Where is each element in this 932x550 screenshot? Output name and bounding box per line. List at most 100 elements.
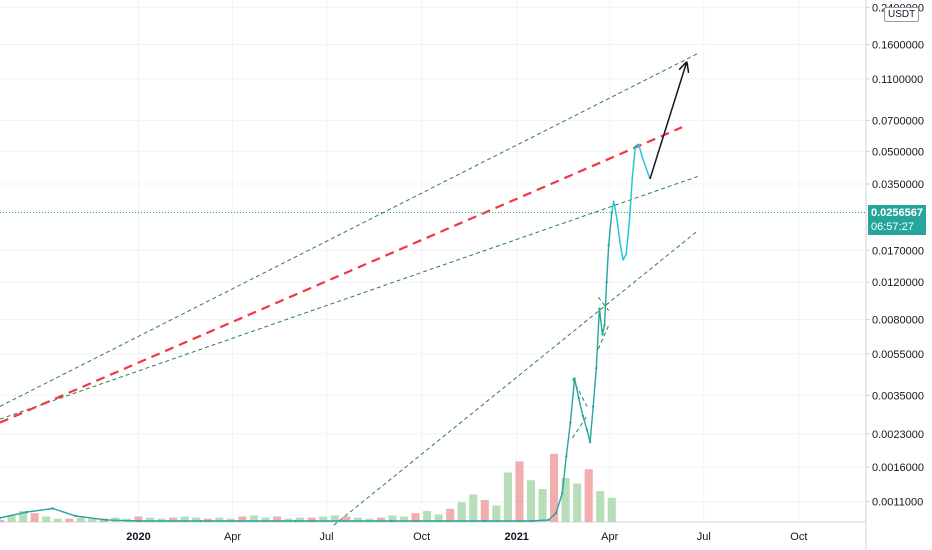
price-point xyxy=(137,519,140,523)
price-point xyxy=(573,377,576,380)
volume-bar xyxy=(0,519,5,522)
price-point xyxy=(51,507,54,510)
price-point xyxy=(0,516,2,520)
price-point xyxy=(585,428,589,432)
projection-wave xyxy=(611,143,651,261)
price-point xyxy=(554,511,558,515)
volume-bar xyxy=(353,517,362,522)
bar-countdown: 06:57:27 xyxy=(871,220,914,233)
price-tick-label: 0.0035000 xyxy=(872,390,924,402)
volume-bar xyxy=(7,515,16,522)
price-point xyxy=(483,519,486,523)
time-tick-label: Oct xyxy=(413,531,430,543)
volume-bar xyxy=(330,515,339,522)
price-series xyxy=(0,211,613,523)
price-point xyxy=(294,519,297,523)
volume-bar xyxy=(469,494,478,522)
currency-label[interactable]: USDT xyxy=(884,7,920,22)
volume-bar xyxy=(261,517,270,522)
projection-arrow xyxy=(649,64,686,180)
time-tick-label: Apr xyxy=(601,531,618,543)
volume-bar xyxy=(550,453,559,522)
price-point xyxy=(577,396,580,400)
price-tick-label: 0.0016000 xyxy=(872,462,924,474)
flag2-bottom xyxy=(597,325,610,350)
volume-bar xyxy=(376,517,385,522)
volume-bar xyxy=(584,469,593,522)
price-point xyxy=(547,518,550,522)
volume-bar xyxy=(192,517,201,522)
time-tick-label: 2020 xyxy=(126,531,150,543)
volume-bar xyxy=(573,483,582,522)
volume-bar xyxy=(307,517,316,522)
volume-bar xyxy=(434,514,443,522)
volume-bar xyxy=(503,472,512,522)
volume-bar xyxy=(296,517,305,522)
time-axis[interactable]: 2020 Apr Jul Oct 2021 Apr Jul Oct xyxy=(126,531,807,543)
volume-bar xyxy=(342,516,351,522)
volume-bar xyxy=(457,502,466,522)
trend-red xyxy=(0,126,683,424)
price-point xyxy=(25,510,29,514)
volume-bar xyxy=(561,478,570,522)
volume-bars xyxy=(0,453,616,522)
price-tick-label: 0.0700000 xyxy=(872,115,924,127)
volume-bar xyxy=(42,516,51,522)
volume-bar xyxy=(388,515,397,522)
price-point xyxy=(565,455,568,458)
price-point xyxy=(610,211,613,214)
volume-bar xyxy=(596,491,605,522)
volume-bar xyxy=(30,513,39,522)
volume-bar xyxy=(249,515,258,522)
price-point xyxy=(598,307,601,310)
volume-bar xyxy=(446,508,455,522)
price-point xyxy=(588,440,592,444)
price-point xyxy=(560,492,564,495)
volume-bar xyxy=(76,517,85,522)
price-tick-label: 0.0170000 xyxy=(872,245,924,257)
price-point xyxy=(603,324,606,327)
time-tick-label: Apr xyxy=(224,531,241,543)
channel-lower xyxy=(333,230,698,526)
volume-bar xyxy=(134,516,143,522)
volume-bar xyxy=(99,518,108,522)
price-tick-label: 0.0350000 xyxy=(872,179,924,191)
volume-bar xyxy=(19,511,28,522)
price-point xyxy=(601,333,604,336)
volume-bar xyxy=(215,517,224,522)
price-tick-label: 0.0120000 xyxy=(872,277,924,289)
volume-bar xyxy=(272,516,282,522)
volume-bar xyxy=(526,480,536,522)
price-tick-label: 0.0500000 xyxy=(872,146,924,158)
price-tick-label: 0.0055000 xyxy=(872,349,924,361)
price-point xyxy=(591,405,595,408)
price-point xyxy=(569,421,572,424)
price-point xyxy=(389,519,392,523)
last-price-value: 0.0256567 xyxy=(871,206,923,219)
volume-bar xyxy=(538,489,547,522)
price-point xyxy=(74,514,77,518)
flag-top xyxy=(572,378,588,407)
price-point xyxy=(605,281,608,284)
time-tick-label: 2021 xyxy=(504,531,528,543)
volume-bar xyxy=(180,516,189,522)
price-tick-label: 0.1100000 xyxy=(872,74,923,86)
price-point xyxy=(581,414,585,417)
volume-bar xyxy=(399,516,409,522)
drawing-tools xyxy=(0,53,698,526)
volume-bar xyxy=(169,517,178,522)
volume-bar xyxy=(146,517,155,522)
volume-bar xyxy=(53,518,62,522)
price-axis[interactable]: 0.24000000.16000000.11000000.07000000.05… xyxy=(865,0,924,550)
volume-bar xyxy=(88,518,97,522)
volume-bar xyxy=(238,516,247,522)
channel-upper xyxy=(0,53,698,407)
price-tick-label: 0.0023000 xyxy=(872,429,924,441)
chart-grid xyxy=(0,0,866,523)
volume-bar xyxy=(515,461,524,522)
price-tick-label: 0.0011000 xyxy=(872,497,923,509)
flag-bottom xyxy=(572,415,588,439)
price-tick-label: 0.0080000 xyxy=(872,314,924,326)
time-tick-label: Jul xyxy=(697,531,711,543)
